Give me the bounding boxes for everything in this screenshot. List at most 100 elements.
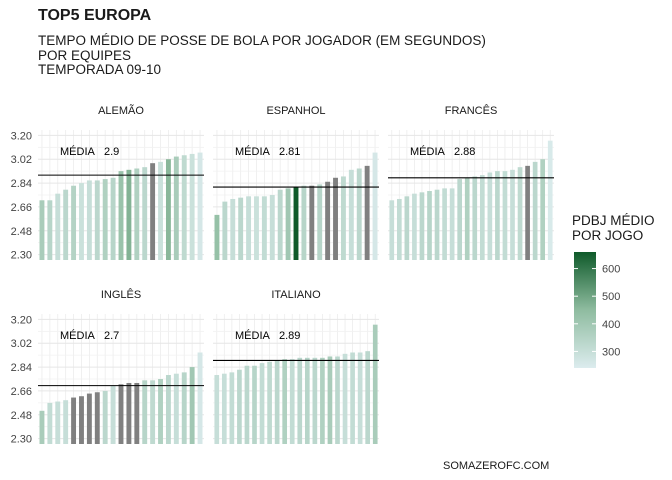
bar-alemão [63, 189, 69, 260]
bar-italiano [259, 363, 265, 444]
bar-inglês [79, 396, 84, 444]
bar-italiano [312, 357, 318, 444]
caption: SOMAZEROFC.COM [443, 460, 550, 472]
bar-italiano [221, 373, 227, 444]
bar-alemão [39, 200, 45, 260]
bar-francês [449, 188, 455, 260]
bar-italiano [252, 365, 257, 444]
bar-francês [457, 179, 463, 260]
bar-inglês [142, 380, 148, 444]
legend-colorbar [574, 252, 596, 368]
y-tick-label: 3.20 [11, 314, 32, 326]
bar-inglês [134, 382, 140, 444]
mean-label-alemão: MÉDIA [60, 145, 96, 158]
bar-francês [412, 193, 417, 260]
bar-espanhol [333, 177, 338, 260]
bar-francês [510, 169, 515, 260]
facet-label-espanhol: ESPANHOL [266, 105, 325, 117]
bar-alemão [47, 200, 53, 260]
bar-italiano [372, 324, 378, 444]
bar-alemão [165, 159, 171, 260]
bar-alemão [142, 167, 148, 260]
bar-italiano [297, 357, 303, 444]
bar-francês [442, 188, 447, 260]
bar-espanhol [261, 196, 267, 260]
bar-espanhol [254, 196, 259, 260]
legend-title-line-1: PDBJ MÉDIO [572, 213, 655, 228]
bar-espanhol [301, 185, 307, 260]
bar-inglês [71, 397, 77, 444]
bar-alemão [86, 180, 92, 260]
y-tick-label: 2.84 [11, 178, 32, 190]
bar-alemão [55, 193, 61, 260]
bar-inglês [126, 382, 132, 444]
mean-value-francês: 2.88 [454, 146, 475, 158]
bar-espanhol [317, 184, 323, 260]
bar-inglês [110, 385, 116, 444]
bar-italiano [335, 356, 340, 444]
y-tick-label: 2.48 [11, 410, 32, 422]
bar-alemão [181, 155, 187, 260]
bar-alemão [150, 163, 156, 260]
bar-francês [502, 171, 508, 260]
y-tick-label: 2.30 [11, 434, 32, 446]
bar-espanhol [325, 181, 331, 260]
bar-italiano [327, 356, 333, 444]
bar-espanhol [238, 197, 244, 260]
bar-italiano [350, 352, 355, 444]
bar-inglês [158, 379, 163, 444]
bar-inglês [55, 401, 61, 444]
bar-alemão [197, 152, 203, 260]
bar-inglês [94, 392, 100, 444]
subtitle-line-2: POR EQUIPES [38, 47, 132, 63]
facet-label-italiano: ITALIANO [271, 289, 321, 301]
bar-espanhol [222, 201, 228, 260]
bar-inglês [189, 367, 195, 444]
bar-espanhol [277, 189, 283, 260]
bar-alemão [110, 177, 116, 260]
mean-value-alemão: 2.9 [104, 146, 119, 158]
mean-label-inglês: MÉDIA [60, 329, 96, 342]
legend-tick-label: 300 [602, 346, 620, 358]
y-tick-label: 2.30 [11, 250, 32, 262]
bar-alemão [94, 180, 100, 260]
mean-value-italiano: 2.89 [279, 330, 300, 342]
bar-espanhol [364, 165, 370, 260]
bar-inglês [39, 410, 45, 444]
bar-alemão [71, 185, 77, 260]
subtitle-line-1: TEMPO MÉDIO DE POSSE DE BOLA POR JOGADOR… [38, 33, 486, 48]
facet-label-inglês: INGLÊS [101, 288, 141, 301]
mean-label-francês: MÉDIA [410, 145, 446, 158]
bar-francês [472, 176, 478, 260]
bar-espanhol [293, 187, 299, 260]
bar-italiano [342, 353, 348, 444]
bar-italiano [274, 360, 280, 444]
y-tick-label: 2.66 [11, 386, 32, 398]
bar-italiano [365, 351, 371, 444]
bar-alemão [79, 183, 84, 260]
bar-inglês [165, 375, 171, 444]
bar-italiano [237, 369, 242, 444]
bar-inglês [86, 393, 92, 444]
bar-francês [396, 198, 402, 260]
bar-italiano [267, 361, 272, 444]
bar-francês [487, 172, 493, 260]
bar-inglês [150, 380, 156, 444]
bar-italiano [357, 352, 363, 444]
bar-alemão [118, 171, 124, 260]
facet-label-alemão: ALEMÃO [98, 104, 144, 117]
bar-espanhol [348, 169, 354, 260]
bar-inglês [47, 402, 53, 444]
bar-inglês [173, 373, 179, 444]
bar-italiano [289, 359, 295, 444]
bar-inglês [197, 352, 203, 444]
bar-italiano [244, 365, 250, 444]
bar-francês [547, 140, 553, 260]
y-tick-label: 3.02 [11, 338, 32, 350]
bar-francês [404, 196, 410, 260]
bar-alemão [158, 161, 163, 260]
bar-espanhol [356, 168, 362, 260]
bar-espanhol [340, 176, 346, 260]
bar-francês [479, 175, 485, 260]
